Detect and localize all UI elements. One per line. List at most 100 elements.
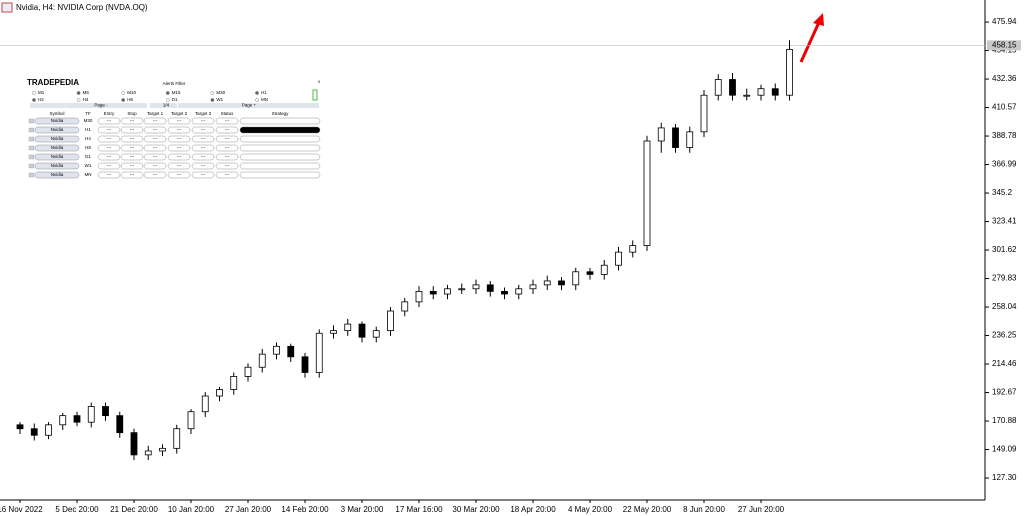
row-button[interactable]: [28, 127, 35, 133]
cell-text: MN: [85, 172, 92, 177]
cell-text: ---: [153, 154, 158, 159]
column-header: Symbol: [49, 111, 64, 116]
cell: [239, 135, 321, 143]
cell-text: ---: [107, 172, 112, 177]
y-tick-label: 301.62: [992, 245, 1017, 254]
cell: [215, 162, 239, 170]
row-button[interactable]: [28, 118, 35, 124]
cell-text: ---: [225, 136, 230, 141]
candle-body: [558, 280, 565, 286]
radio-label: H4: [83, 97, 89, 102]
radio[interactable]: [165, 91, 170, 95]
cell: [215, 153, 239, 161]
cell-text: Nvidia: [51, 172, 64, 177]
cell: [120, 171, 144, 179]
candle-body: [700, 94, 708, 133]
cell-text: ---: [130, 163, 135, 168]
x-tick-label: 8 Jun 20:00: [683, 505, 725, 514]
radio-label: M30: [216, 90, 225, 95]
pager-bg[interactable]: [30, 103, 147, 108]
row-button[interactable]: [28, 163, 35, 169]
cell-text: ---: [225, 163, 230, 168]
cell-text: M30: [84, 118, 93, 123]
x-tick-label: 18 Apr 20:00: [510, 505, 556, 514]
cell: [191, 162, 215, 170]
cell-text: ---: [153, 172, 158, 177]
radio[interactable]: [210, 98, 215, 102]
column-header: Target 2: [171, 111, 188, 116]
candle-body: [258, 353, 266, 368]
candle-body: [59, 415, 67, 426]
cell-text: ---: [107, 136, 112, 141]
candle-body: [73, 415, 81, 423]
cell: [215, 144, 239, 152]
panel-logo: TRADEPEDIA: [27, 78, 79, 87]
cell-text: ---: [177, 145, 182, 150]
cell: [143, 171, 167, 179]
radio[interactable]: [255, 91, 259, 95]
candle-body: [130, 432, 138, 456]
radio[interactable]: [76, 98, 81, 102]
candle-body: [87, 406, 95, 423]
radio[interactable]: [165, 98, 170, 102]
pager-label: Page +: [242, 103, 257, 108]
cell: [34, 126, 80, 134]
cell-text: Nvidia: [51, 154, 64, 159]
x-tick-label: 5 Dec 20:00: [55, 505, 99, 514]
candle-body: [201, 395, 209, 413]
y-tick-label: 345.2: [992, 188, 1013, 197]
candle-body: [315, 332, 323, 373]
radio[interactable]: [121, 98, 125, 102]
candle-body: [786, 49, 793, 96]
cell: [143, 126, 167, 134]
radio-label: H2: [38, 97, 44, 102]
cell: [215, 135, 239, 143]
row-button[interactable]: [28, 172, 35, 178]
radio[interactable]: [32, 98, 36, 102]
candle-body: [358, 323, 366, 338]
candle-body: [344, 323, 352, 332]
candle-body: [144, 450, 152, 456]
radio[interactable]: [76, 91, 81, 95]
column-header: TF: [85, 111, 91, 116]
toggle[interactable]: [312, 89, 318, 101]
candle-body: [629, 245, 637, 253]
pager-label: Page -: [94, 103, 108, 108]
cell-text: ---: [153, 145, 158, 150]
cell-text: ---: [201, 145, 206, 150]
pager-bg[interactable]: [178, 103, 319, 108]
cell: [239, 144, 321, 152]
row-button[interactable]: [28, 136, 35, 142]
radio[interactable]: [210, 91, 215, 95]
candle-body: [486, 284, 494, 292]
radio-label: H8: [127, 97, 133, 102]
x-tick-label: 22 May 20:00: [623, 505, 672, 514]
candle-body: [529, 284, 537, 290]
cell-text: Nvidia: [51, 163, 64, 168]
candle-body: [401, 301, 409, 312]
radio[interactable]: [32, 91, 36, 95]
cell: [239, 171, 321, 179]
x-tick-label: 17 Mar 16:00: [395, 505, 443, 514]
radio[interactable]: [121, 91, 125, 95]
row-button[interactable]: [28, 145, 35, 151]
cell: [191, 144, 215, 152]
column-header: Entry: [104, 111, 115, 116]
cell-text: ---: [107, 154, 112, 159]
candle-body: [643, 140, 651, 247]
cell-text: ---: [201, 118, 206, 123]
row-button[interactable]: [28, 154, 35, 160]
cell-text: ---: [177, 118, 182, 123]
cell: [120, 135, 144, 143]
plot: 127.30 149.09 170.88 192.67 214.46 236.25 258.…: [0, 17, 1021, 514]
cell-text: ---: [130, 127, 135, 132]
cell: [143, 153, 167, 161]
x-tick-label: 3 Mar 20:00: [341, 505, 384, 514]
radio[interactable]: [255, 98, 259, 102]
cell: [239, 117, 321, 125]
column-header: Stop: [127, 111, 137, 116]
cell: [120, 117, 144, 125]
panel-close[interactable]: x: [318, 79, 321, 84]
cell-text: ---: [153, 163, 158, 168]
